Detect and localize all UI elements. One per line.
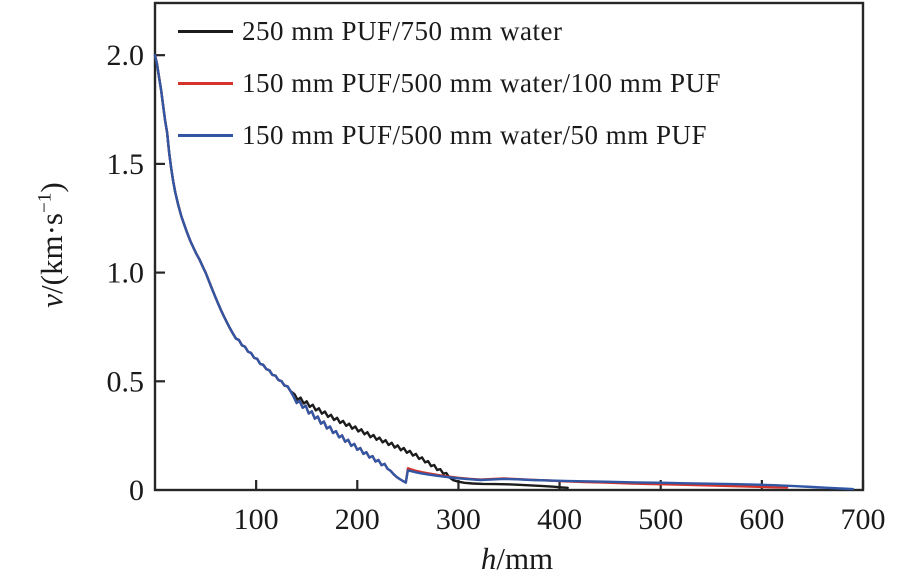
legend-line-sample-red [178,81,233,85]
x-tick-label: 100 [234,503,279,536]
y-tick-label: 1.5 [107,148,145,181]
x-tick-label: 300 [436,503,481,536]
plot-frame [153,1,865,492]
legend-item-puf250-water750: 250 mm PUF/750 mm water [178,14,721,48]
y-tick-label: 2.0 [107,39,145,72]
legend-label: 150 mm PUF/500 mm water/100 mm PUF [242,67,722,98]
x-axis-units: /mm [496,541,554,576]
legend-line-sample-blue [178,133,233,137]
y-axis-title: v/(km·s−1) [34,182,70,307]
x-tick-label: 700 [841,503,886,536]
x-axis-title: h/mm [481,541,553,577]
y-tick-label: 1.0 [107,257,145,290]
x-tick-label: 500 [638,503,683,536]
y-tick-label: 0.5 [107,365,145,398]
x-tick-label: 200 [335,503,380,536]
legend-label: 150 mm PUF/500 mm water/50 mm PUF [242,119,708,150]
legend: 250 mm PUF/750 mm water 150 mm PUF/500 m… [178,14,721,170]
legend-label: 250 mm PUF/750 mm water [242,15,563,46]
legend-item-puf150-water500-puf100: 150 mm PUF/500 mm water/100 mm PUF [178,66,721,100]
x-axis-variable: h [480,541,497,576]
y-axis-variable: v [34,293,69,308]
y-axis-units-close: ) [34,182,69,193]
y-tick-label: 0 [129,474,144,507]
legend-item-puf150-water500-puf50: 150 mm PUF/500 mm water/50 mm PUF [178,118,721,152]
x-tick-label: 600 [739,503,784,536]
series-line-puf150-water500-puf50 [153,54,855,491]
y-axis-exponent: −1 [34,192,56,214]
legend-line-sample-black [178,29,233,33]
y-axis-units: /(km·s [34,213,69,294]
x-tick-label: 400 [537,503,582,536]
